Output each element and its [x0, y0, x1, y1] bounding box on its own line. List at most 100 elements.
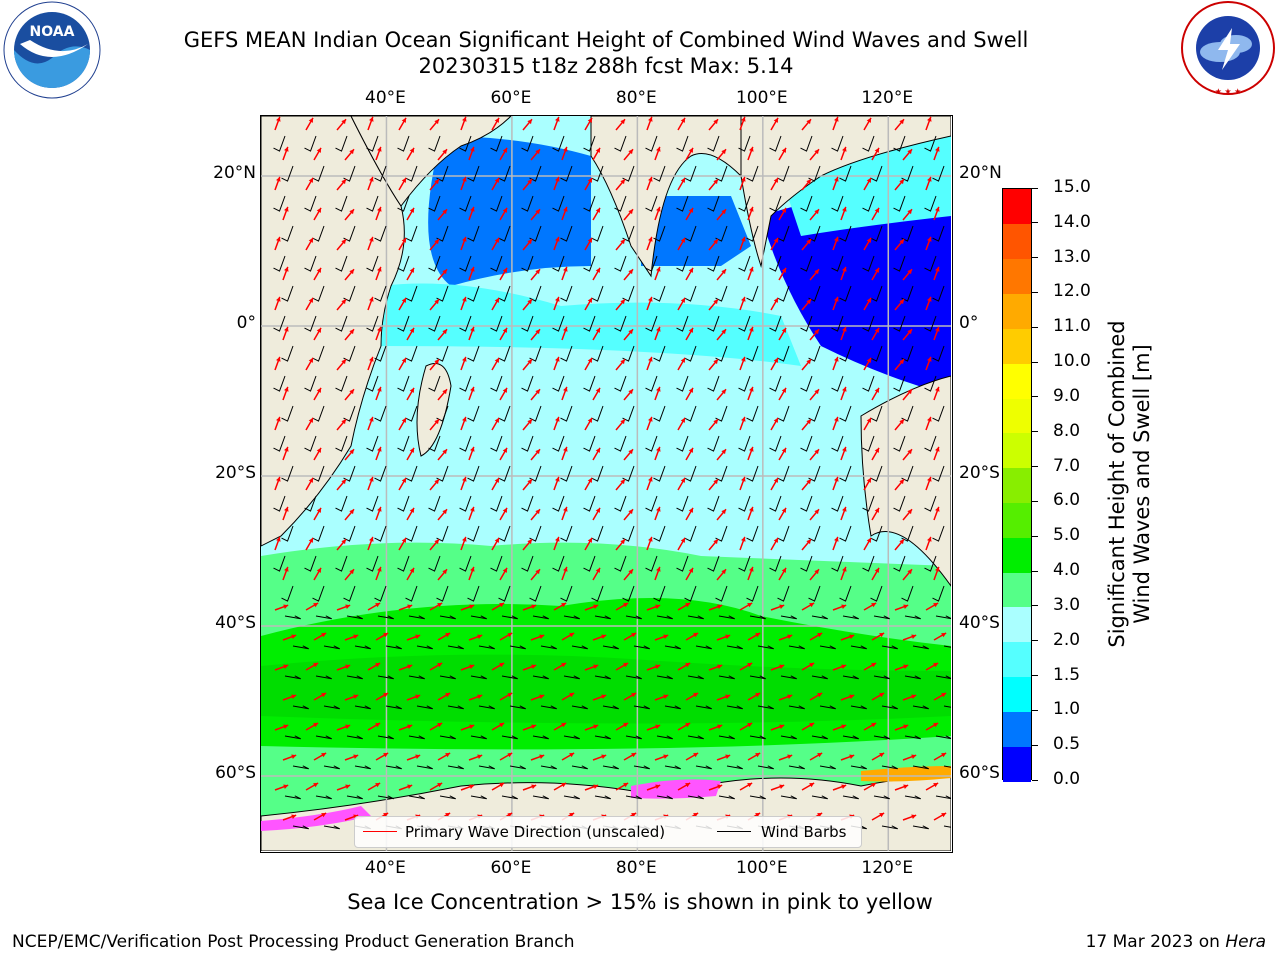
- wave-direction-arrowhead: [587, 357, 592, 363]
- wave-direction-arrowhead: [721, 269, 726, 275]
- wind-barb: [924, 255, 937, 272]
- wave-direction-arrowhead: [601, 634, 607, 639]
- wind-barb: [591, 525, 604, 542]
- wave-direction-arrowhead: [773, 537, 778, 543]
- wave-direction-arrowhead: [313, 723, 319, 728]
- wave-direction-arrowhead: [623, 603, 629, 608]
- wave-direction-arrowhead: [442, 329, 447, 335]
- wave-direction-arrowhead: [401, 477, 406, 483]
- wave-direction-arrowhead: [284, 146, 289, 152]
- wave-direction-arrowhead: [814, 449, 819, 455]
- wind-barb: [343, 585, 356, 602]
- wind-barb: [738, 135, 751, 152]
- wave-direction-arrowhead: [401, 417, 406, 423]
- wind-barb: [800, 195, 813, 212]
- wave-direction-arrowhead: [628, 509, 633, 515]
- wave-direction-arrowhead: [866, 537, 871, 543]
- wind-barb: [408, 675, 425, 680]
- wave-direction-arrowhead: [587, 417, 592, 423]
- wave-direction-arrowhead: [656, 146, 661, 152]
- wave-direction-arrowhead: [721, 149, 726, 155]
- wave-direction-arrowhead: [874, 147, 879, 153]
- left-lat-tick-label: 40°S: [215, 613, 256, 633]
- wave-direction-arrowhead: [434, 419, 439, 425]
- wind-barb: [718, 735, 735, 740]
- wind-barb: [467, 405, 480, 422]
- wave-direction-arrowhead: [442, 149, 447, 155]
- wave-direction-arrowhead: [755, 753, 761, 758]
- wind-barb: [811, 615, 828, 620]
- wind-barb: [459, 495, 472, 512]
- wave-direction-arrowhead: [834, 296, 839, 302]
- wind-barb: [467, 525, 480, 542]
- wind-barb: [614, 255, 627, 272]
- wave-direction-arrowhead: [842, 206, 847, 212]
- wind-barb: [870, 345, 883, 362]
- wind-barb: [284, 795, 301, 800]
- bottom-lon-tick-label: 120°E: [861, 858, 914, 878]
- wind-barb: [397, 195, 410, 212]
- wind-barb: [346, 795, 363, 800]
- colorbar-tick-label: 5.0: [1053, 525, 1081, 546]
- wave-direction-arrowhead: [688, 387, 693, 393]
- wind-barb: [521, 315, 534, 332]
- wave-direction-arrowhead: [345, 664, 351, 669]
- wind-barb: [405, 165, 418, 182]
- wave-direction-arrowhead: [462, 176, 467, 182]
- wave-direction-arrowhead: [741, 536, 746, 542]
- wave-direction-arrowhead: [907, 209, 912, 215]
- wave-direction-arrowhead: [341, 419, 346, 425]
- wave-direction-arrowhead: [462, 116, 467, 122]
- wind-barb: [769, 135, 782, 152]
- colorbar-tick-mark: [1032, 744, 1038, 746]
- wave-direction-arrowhead: [535, 389, 540, 395]
- wind-barb: [374, 285, 387, 302]
- wave-direction-arrowhead: [349, 329, 354, 335]
- wave-direction-arrowhead: [911, 634, 917, 639]
- wind-barb: [870, 225, 883, 242]
- wind-barb: [831, 555, 844, 572]
- colorbar-tick-mark: [1032, 187, 1038, 189]
- wind-barb: [912, 645, 929, 650]
- wave-direction-arrowhead: [369, 116, 374, 122]
- wind-barb: [374, 465, 387, 482]
- wind-barb: [676, 495, 689, 512]
- wave-direction-arrowhead: [933, 783, 939, 788]
- colorbar-tick-mark: [1032, 605, 1038, 607]
- wave-direction-arrowhead: [773, 297, 778, 303]
- wave-direction-arrowhead: [377, 566, 382, 572]
- wave-direction-arrowhead: [469, 784, 475, 789]
- wind-barb: [439, 675, 456, 680]
- colorbar-tick-label: 7.0: [1053, 455, 1081, 476]
- wave-direction-arrowhead: [903, 604, 909, 609]
- colorbar-segment: [1003, 363, 1031, 399]
- wave-direction-arrowhead: [685, 663, 691, 668]
- wind-barb: [715, 585, 728, 602]
- wind-barb: [808, 585, 821, 602]
- wind-barb: [292, 765, 309, 770]
- wave-direction-arrowhead: [569, 693, 575, 698]
- wind-barb: [405, 525, 418, 542]
- wave-direction-arrowhead: [349, 389, 354, 395]
- wind-barb: [397, 255, 410, 272]
- wind-barb: [695, 765, 712, 770]
- colorbar-tick-mark: [1032, 466, 1038, 468]
- wind-barb: [273, 135, 286, 152]
- bottom-lon-tick-label: 60°E: [490, 858, 532, 878]
- wave-direction-arrowhead: [349, 569, 354, 575]
- wind-barb: [281, 345, 294, 362]
- wind-barb: [893, 135, 906, 152]
- wave-direction-arrowhead: [284, 206, 289, 212]
- wind-barb: [583, 495, 596, 512]
- wave-direction-arrowhead: [341, 119, 346, 125]
- wind-barb: [436, 585, 449, 602]
- wave-direction-arrowhead: [308, 417, 313, 423]
- wind-barb: [912, 825, 929, 830]
- wind-barb: [746, 585, 759, 602]
- wind-barb: [707, 255, 720, 272]
- wave-direction-arrowhead: [749, 266, 754, 272]
- wave-direction-arrowhead: [401, 237, 406, 243]
- wind-barb: [757, 645, 774, 650]
- wave-direction-arrowhead: [648, 476, 653, 482]
- wave-direction-arrowhead: [935, 566, 940, 572]
